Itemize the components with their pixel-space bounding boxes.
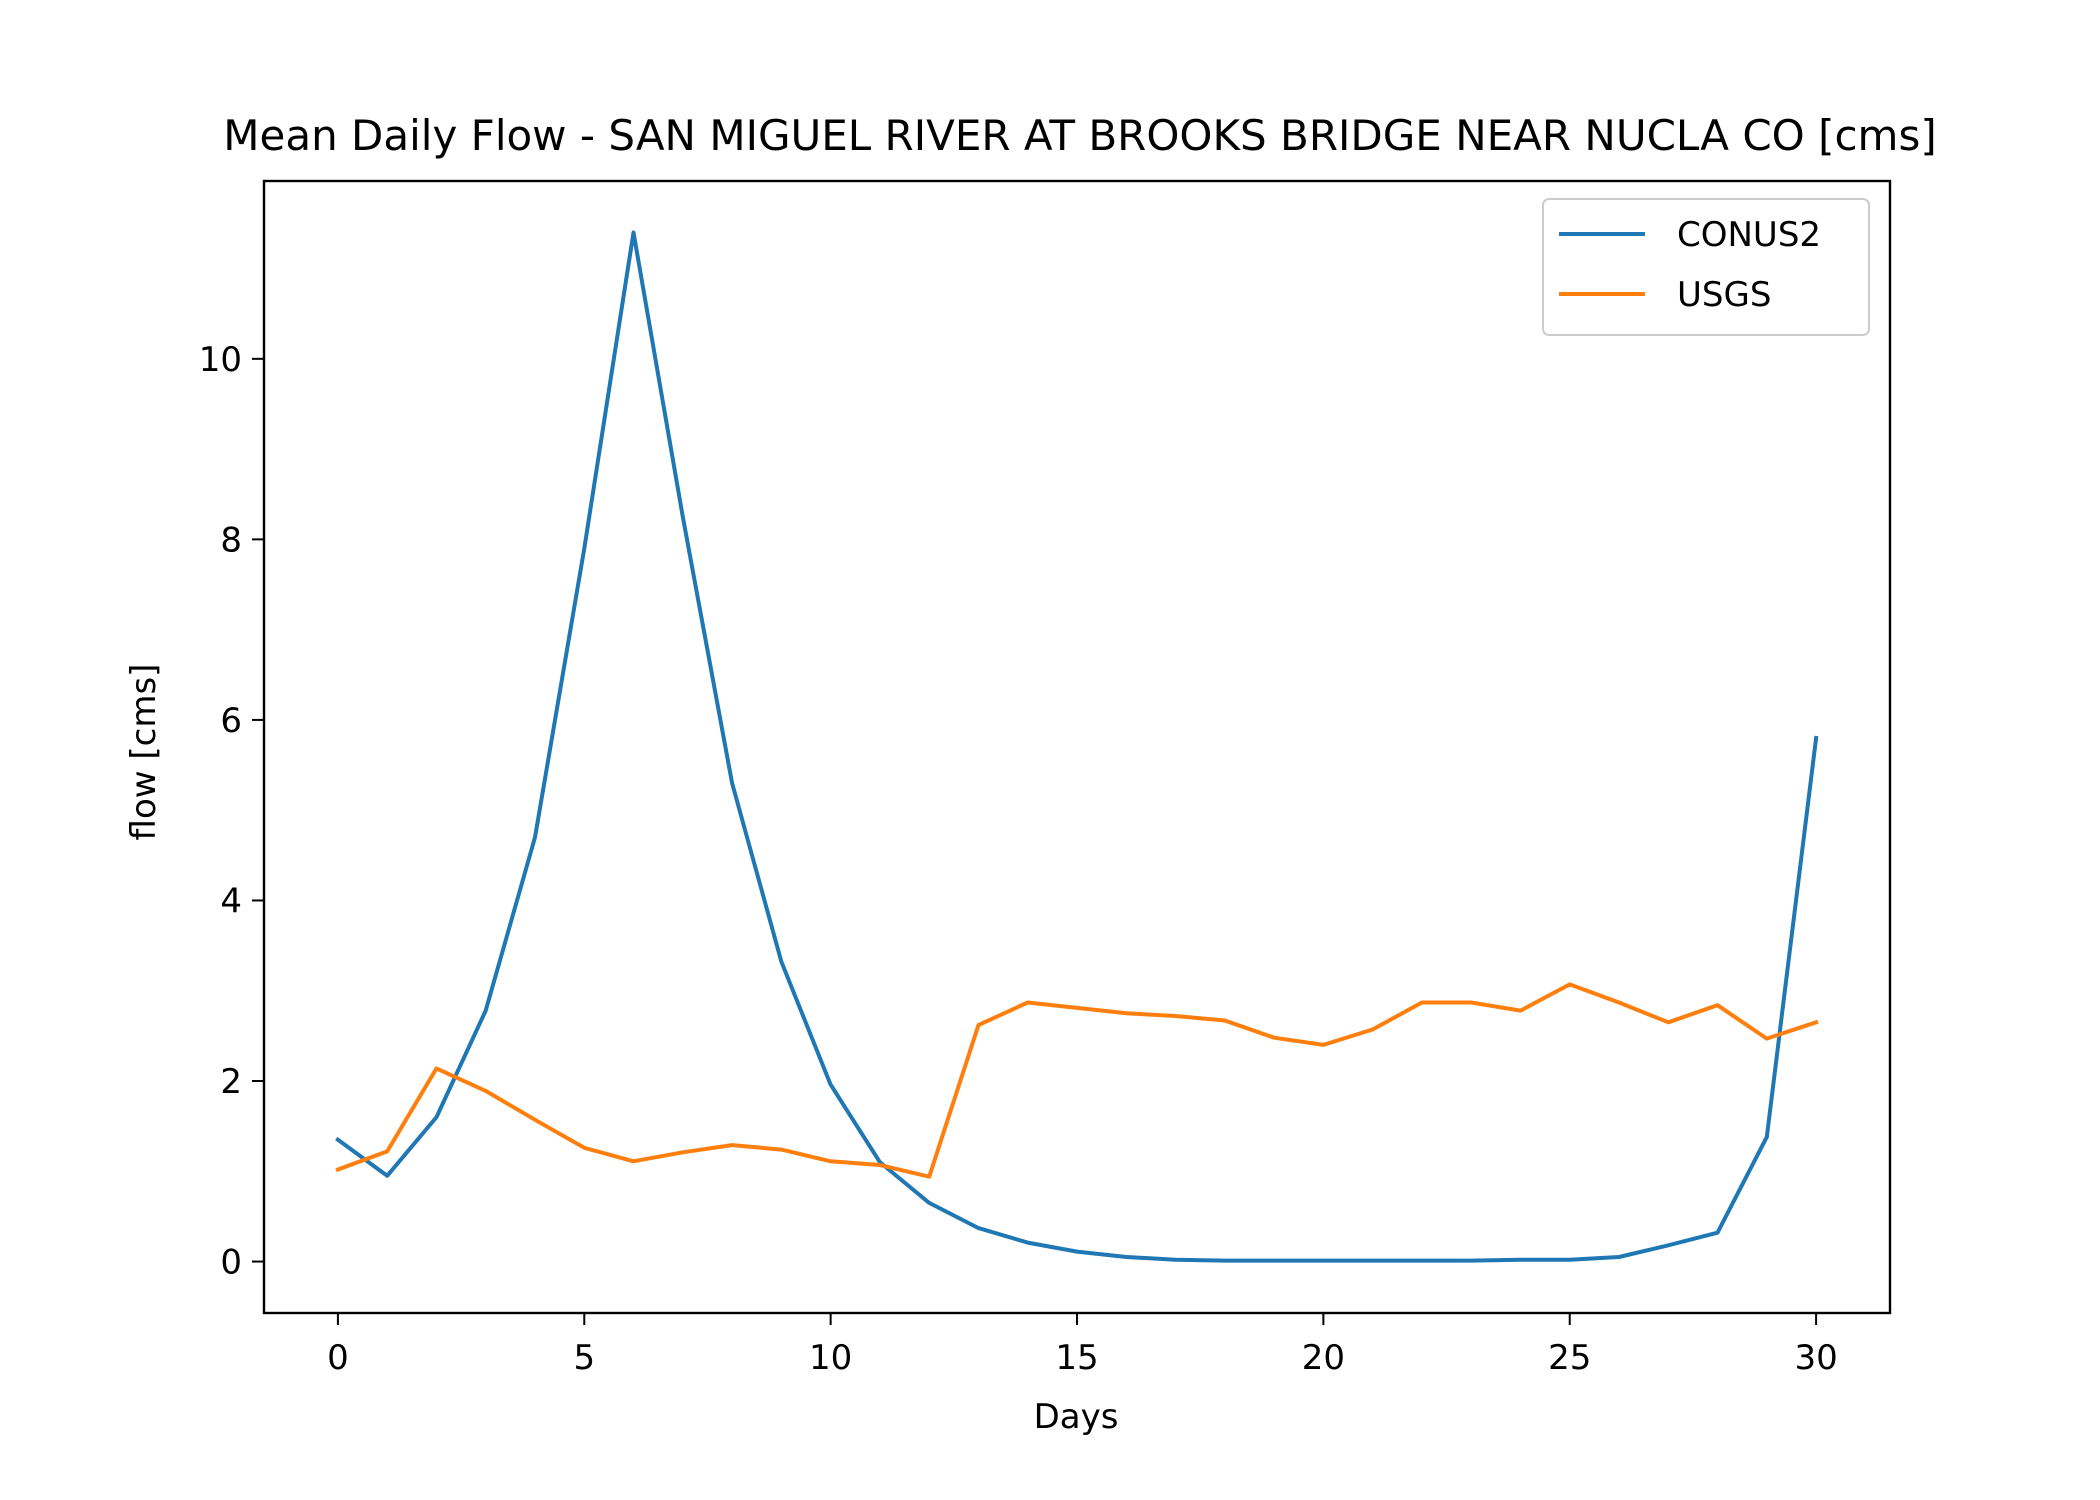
legend-label-usgs: USGS [1677, 275, 1771, 315]
x-axis: 0 5 10 15 20 25 30 [327, 1313, 1838, 1378]
series-line-usgs [335, 982, 1819, 1179]
x-tick-label: 0 [327, 1338, 349, 1378]
chart-title: Mean Daily Flow - SAN MIGUEL RIVER AT BR… [223, 111, 1937, 160]
x-tick-label: 20 [1302, 1338, 1345, 1378]
series-line-conus2 [335, 230, 1819, 1263]
y-axis-label: flow [cms] [124, 664, 164, 841]
y-tick-label: 0 [220, 1243, 242, 1283]
x-tick-label: 30 [1794, 1338, 1837, 1378]
y-tick-label: 6 [220, 701, 242, 741]
x-axis-label: Days [1034, 1397, 1119, 1437]
x-tick-label: 15 [1055, 1338, 1098, 1378]
legend: CONUS2 USGS [1542, 198, 1870, 336]
y-axis: 0 2 4 6 8 10 [199, 340, 264, 1283]
x-tick-label: 25 [1548, 1338, 1591, 1378]
y-tick-label: 10 [199, 340, 242, 380]
legend-label-conus2: CONUS2 [1677, 215, 1821, 255]
x-tick-label: 10 [809, 1338, 852, 1378]
x-tick-label: 5 [573, 1338, 595, 1378]
y-tick-label: 8 [220, 520, 242, 560]
y-tick-label: 4 [220, 881, 242, 921]
y-tick-label: 2 [220, 1062, 242, 1102]
